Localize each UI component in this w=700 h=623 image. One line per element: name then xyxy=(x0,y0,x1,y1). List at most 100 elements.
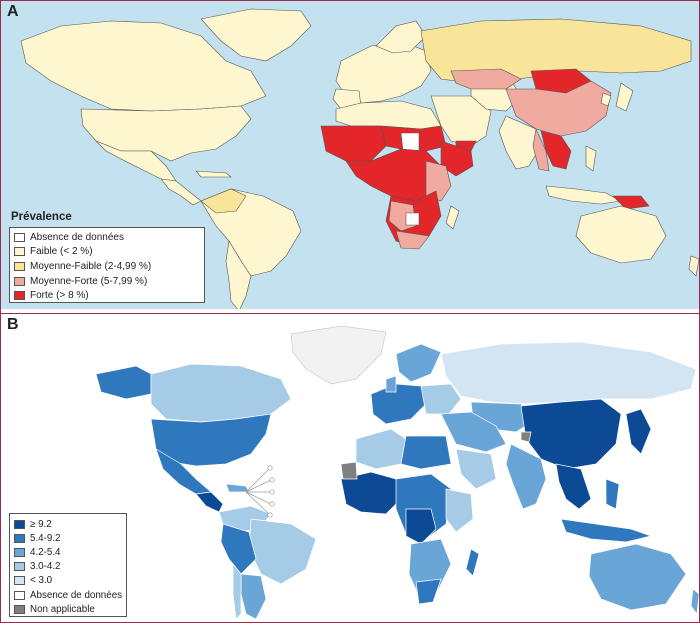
legend-label: Faible (< 2 %) xyxy=(30,246,93,258)
zimbabwe-nodata xyxy=(405,212,420,226)
ethiopia-somalia xyxy=(440,140,474,177)
central-america xyxy=(160,178,202,206)
legend-item: Forte (> 8 %) xyxy=(14,288,200,303)
legend-item: Absence de données xyxy=(14,588,122,602)
legend-rates: ≥ 9.2 5.4-9.2 4.2-5.4 3.0-4.2 < 3.0 Abse… xyxy=(9,513,127,617)
legend-label: Absence de données xyxy=(30,589,123,601)
philippines xyxy=(585,145,597,172)
india xyxy=(505,443,547,510)
greenland xyxy=(290,325,387,385)
brazil xyxy=(248,518,317,585)
south-africa xyxy=(415,578,442,605)
map-panel-b: B xyxy=(0,313,700,623)
legend-swatch xyxy=(14,533,25,543)
legend-swatch xyxy=(14,576,25,586)
turkey-iran xyxy=(440,411,507,453)
legend-swatch xyxy=(14,276,25,286)
east-africa xyxy=(425,160,452,202)
caribbean xyxy=(195,170,232,178)
legend-swatch xyxy=(14,519,25,529)
drc xyxy=(405,508,437,545)
legend-label: 5.4-9.2 xyxy=(30,532,61,544)
legend-label: 4.2-5.4 xyxy=(30,546,61,558)
chile xyxy=(232,563,242,620)
north-africa xyxy=(335,100,442,130)
central-america xyxy=(195,491,224,513)
uk xyxy=(385,375,397,393)
legend-swatch xyxy=(14,547,25,557)
egypt-libya xyxy=(400,435,452,470)
legend-label: Moyenne-Faible (2-4,99 %) xyxy=(30,260,152,272)
legend-label: < 3.0 xyxy=(30,575,53,587)
caribbean xyxy=(225,483,250,493)
legend-item: Absence de données xyxy=(14,230,200,245)
scandinavia xyxy=(395,343,442,383)
thailand-myanmar xyxy=(532,127,550,172)
new-zealand xyxy=(690,588,699,615)
papua xyxy=(612,195,650,210)
united-states xyxy=(80,105,252,162)
world-map-rates xyxy=(95,325,699,620)
legend-item: ≥ 9.2 xyxy=(14,517,122,531)
legend-swatch xyxy=(14,232,25,242)
map-panel-a: A xyxy=(0,0,700,314)
korea xyxy=(600,92,612,107)
legend-item: Moyenne-Faible (2-4,99 %) xyxy=(14,259,200,274)
legend-prevalence: Absence de données Faible (< 2 %) Moyenn… xyxy=(9,227,205,303)
legend-label: Forte (> 8 %) xyxy=(30,290,89,302)
australia xyxy=(575,205,667,264)
china xyxy=(520,398,622,470)
sudan-nodata xyxy=(400,132,420,152)
legend-label: Absence de données xyxy=(30,231,124,243)
legend-swatch xyxy=(14,604,25,614)
legend-label: Non applicable xyxy=(30,603,95,615)
legend-item: 5.4-9.2 xyxy=(14,531,122,545)
legend-item: Non applicable xyxy=(14,602,122,616)
legend-label: 3.0-4.2 xyxy=(30,561,61,573)
indochina xyxy=(555,463,592,510)
madagascar xyxy=(465,548,480,577)
kashmir-na xyxy=(520,431,532,443)
legend-title-prevalence: Prévalence xyxy=(11,211,72,223)
australia xyxy=(588,543,687,611)
legend-label: Moyenne-Forte (5-7,99 %) xyxy=(30,275,148,287)
legend-item: < 3.0 xyxy=(14,574,122,588)
legend-item: 4.2-5.4 xyxy=(14,545,122,559)
legend-item: 3.0-4.2 xyxy=(14,560,122,574)
caribbean-callouts xyxy=(245,465,275,518)
legend-swatch xyxy=(14,261,25,271)
legend-swatch xyxy=(14,247,25,257)
indonesia xyxy=(560,518,653,543)
greenland xyxy=(200,8,312,62)
russia xyxy=(440,341,697,405)
west-africa xyxy=(340,471,402,515)
china xyxy=(505,80,612,137)
western-europe xyxy=(370,383,427,425)
colombia-venezuela xyxy=(200,188,247,214)
canada xyxy=(150,363,292,423)
japan xyxy=(615,82,634,112)
legend-label: ≥ 9.2 xyxy=(30,518,52,530)
legend-item: Moyenne-Forte (5-7,99 %) xyxy=(14,274,200,289)
arabia xyxy=(455,448,497,490)
north-america-north xyxy=(20,20,267,112)
argentina xyxy=(240,573,267,620)
legend-swatch xyxy=(14,590,25,600)
new-zealand xyxy=(688,255,699,277)
legend-swatch xyxy=(14,291,25,301)
east-africa xyxy=(445,488,474,533)
philippines xyxy=(605,478,620,510)
korea-japan xyxy=(625,408,652,455)
antarctica xyxy=(1,309,699,313)
legend-swatch xyxy=(14,562,25,572)
alaska xyxy=(95,365,152,400)
panel-label-a: A xyxy=(7,3,19,20)
eastern-europe xyxy=(420,383,462,415)
indonesia xyxy=(545,185,622,205)
legend-item: Faible (< 2 %) xyxy=(14,245,200,260)
south-africa xyxy=(395,230,430,250)
sahel-west xyxy=(320,125,387,162)
madagascar xyxy=(445,205,460,230)
panel-label-b: B xyxy=(7,316,19,333)
western-sahara-na xyxy=(340,461,358,480)
